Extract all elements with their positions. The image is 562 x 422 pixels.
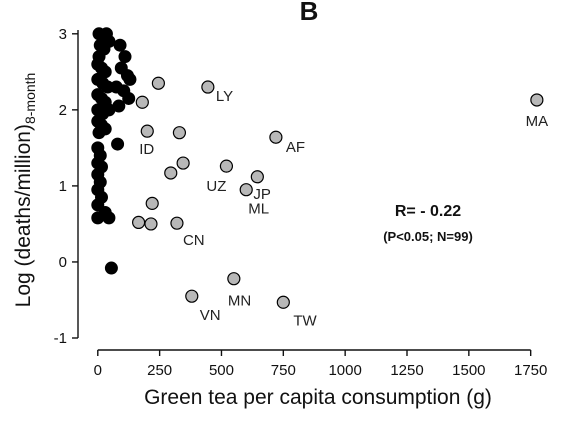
data-point-gray <box>151 76 165 90</box>
data-point-black <box>92 126 106 140</box>
point-label-ly: LY <box>216 88 233 105</box>
data-point-gray <box>530 93 544 107</box>
data-point-gray <box>145 196 159 210</box>
point-label-uz: UZ <box>206 178 226 195</box>
point-label-af: AF <box>286 139 305 156</box>
point-label-cn: CN <box>183 232 205 249</box>
y-tick-label: 2 <box>59 102 67 119</box>
data-point-black <box>122 91 136 105</box>
data-point-gray <box>176 156 190 170</box>
data-point-gray <box>144 217 158 231</box>
y-tick-label: 1 <box>59 178 67 195</box>
data-point-black <box>102 211 116 225</box>
data-point-gray <box>185 289 199 303</box>
x-axis-title: Green tea per capita consumption (g) <box>144 386 492 409</box>
point-label-vn: VN <box>200 307 221 324</box>
data-point-gray <box>201 80 215 94</box>
y-tick-label: 0 <box>59 254 67 271</box>
x-tick-label: 0 <box>94 362 102 379</box>
data-point-gray <box>269 130 283 144</box>
data-point-gray <box>135 95 149 109</box>
data-point-black <box>91 211 105 225</box>
data-point-black <box>118 50 132 64</box>
point-label-mn: MN <box>228 293 251 310</box>
y-tick-label: 3 <box>59 26 67 43</box>
x-tick-label: 1500 <box>452 362 485 379</box>
data-point-gray <box>172 126 187 140</box>
panel-letter: B <box>300 0 319 26</box>
data-point-gray <box>140 124 154 138</box>
data-point-black <box>123 72 137 86</box>
point-label-ml: ML <box>248 201 269 218</box>
y-tick-label: -1 <box>54 330 67 347</box>
data-point-black <box>111 137 125 151</box>
y-axis-title: Log (deaths/million)8-month <box>12 73 38 308</box>
y-axis-title-main: Log (deaths/million) <box>12 124 35 307</box>
data-point-gray <box>227 272 241 286</box>
correlation-r: R= - 0.22 <box>395 203 461 220</box>
data-point-black <box>113 38 127 52</box>
series-gray-points <box>132 76 544 309</box>
data-point-gray <box>170 216 184 230</box>
x-ticks: 0 250 500 750 1000 1250 1500 1750 <box>94 350 547 379</box>
x-tick-label: 1250 <box>390 362 423 379</box>
data-point-gray <box>164 166 178 180</box>
point-label-tw: TW <box>293 312 317 329</box>
point-label-ma: MA <box>526 113 549 130</box>
axes <box>77 30 531 351</box>
data-point-black <box>104 261 118 275</box>
x-tick-label: 1750 <box>514 362 547 379</box>
x-tick-label: 750 <box>271 362 296 379</box>
correlation-p-n: (P<0.05; N=99) <box>383 229 473 244</box>
x-tick-label: 1000 <box>328 362 361 379</box>
x-tick-label: 250 <box>147 362 172 379</box>
data-point-black <box>102 103 116 117</box>
series-black-points <box>91 27 137 275</box>
point-label-jp: JP <box>253 186 271 203</box>
y-ticks: -1 0 1 2 3 <box>54 26 78 347</box>
data-point-gray <box>219 159 234 173</box>
data-point-black <box>102 34 116 48</box>
x-tick-label: 500 <box>209 362 234 379</box>
data-point-black <box>101 80 115 94</box>
point-label-id: ID <box>139 141 154 158</box>
data-point-gray <box>250 170 264 184</box>
y-axis-title-subscript: 8-month <box>22 73 38 124</box>
data-point-gray <box>276 295 290 309</box>
data-point-gray <box>239 183 253 197</box>
svg-text:Log (deaths/million)8-month: Log (deaths/million)8-month <box>12 73 38 308</box>
data-point-gray <box>132 215 146 230</box>
